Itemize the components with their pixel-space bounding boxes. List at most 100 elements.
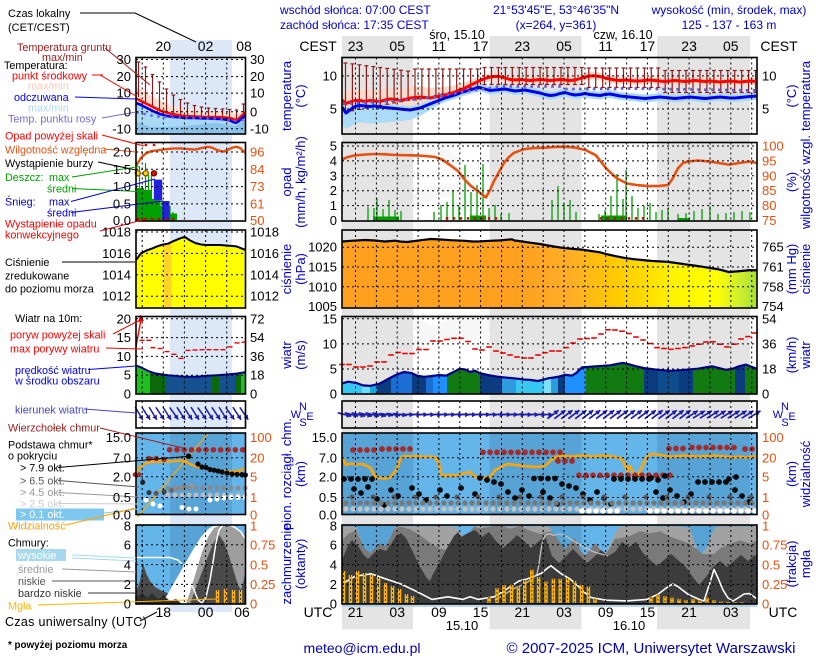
- svg-text:(°C): (°C): [784, 84, 799, 107]
- svg-text:00: 00: [198, 604, 214, 620]
- svg-text:czw, 16.10: czw, 16.10: [593, 28, 652, 42]
- svg-text:0.25: 0.25: [762, 577, 787, 592]
- svg-text:36: 36: [250, 349, 264, 364]
- svg-text:20: 20: [762, 450, 776, 465]
- svg-text:754: 754: [762, 299, 784, 314]
- svg-text:758: 758: [762, 279, 784, 294]
- svg-text:1: 1: [250, 519, 257, 534]
- svg-text:max/min: max/min: [28, 81, 69, 93]
- svg-text:wysokość (min, środek, max): wysokość (min, środek, max): [651, 3, 807, 17]
- svg-text:06: 06: [234, 604, 250, 620]
- svg-text:100: 100: [250, 430, 272, 445]
- svg-text:1018: 1018: [102, 225, 131, 240]
- svg-text:Ciśnienie: Ciśnienie: [5, 257, 49, 269]
- svg-text:(%): (%): [784, 172, 799, 192]
- svg-text:1: 1: [250, 490, 257, 505]
- svg-text:zachód słońca: 17:35 CEST: zachód słońca: 17:35 CEST: [280, 18, 429, 32]
- svg-text:opad: opad: [279, 168, 294, 197]
- svg-text:(mm/h, kg/m²/h): (mm/h, kg/m²/h): [293, 136, 308, 228]
- svg-text:Wierzchołek chmur: Wierzchołek chmur: [8, 423, 100, 435]
- svg-text:w środku obszaru: w środku obszaru: [14, 376, 100, 388]
- svg-text:1018: 1018: [250, 225, 279, 240]
- svg-text:do poziomu morza: do poziomu morza: [5, 284, 94, 296]
- svg-text:09: 09: [598, 604, 614, 620]
- svg-text:03: 03: [723, 604, 739, 620]
- svg-text:23: 23: [681, 38, 697, 54]
- svg-text:80: 80: [762, 198, 776, 213]
- svg-text:> 6.5 okt.: > 6.5 okt.: [20, 476, 65, 488]
- svg-text:17: 17: [640, 38, 656, 54]
- svg-text:pion. rozciągł. chm.: pion. rozciągł. chm.: [279, 418, 294, 530]
- svg-text:61: 61: [250, 196, 264, 211]
- svg-text:21: 21: [681, 604, 697, 620]
- svg-text:0.25: 0.25: [250, 577, 275, 592]
- svg-text:0.5: 0.5: [762, 558, 780, 573]
- svg-text:0.75: 0.75: [762, 538, 787, 553]
- svg-text:11: 11: [432, 38, 447, 54]
- svg-text:03: 03: [389, 604, 405, 620]
- svg-text:2.0: 2.0: [113, 145, 131, 160]
- svg-text:0.5: 0.5: [113, 196, 131, 211]
- svg-text:(frakcja): (frakcja): [784, 541, 799, 588]
- svg-text:0: 0: [250, 597, 257, 612]
- svg-text:23: 23: [348, 38, 364, 54]
- svg-text:02: 02: [198, 38, 214, 54]
- svg-text:0: 0: [762, 386, 769, 401]
- svg-text:0: 0: [330, 597, 337, 612]
- svg-text:Widzialność: Widzialność: [8, 521, 66, 533]
- svg-text:5: 5: [330, 362, 337, 377]
- svg-text:punkt środkowy: punkt środkowy: [12, 71, 88, 83]
- svg-text:0.0: 0.0: [113, 507, 131, 522]
- svg-text:761: 761: [762, 260, 784, 275]
- svg-text:max/min: max/min: [42, 52, 83, 64]
- svg-text:54: 54: [762, 311, 776, 326]
- svg-text:(km): (km): [784, 461, 799, 487]
- svg-text:średnie: średnie: [18, 564, 53, 576]
- svg-text:N: N: [781, 401, 789, 413]
- svg-text:1005: 1005: [308, 299, 337, 314]
- svg-text:(mm Hg): (mm Hg): [784, 244, 799, 295]
- svg-text:ciśnienie: ciśnienie: [279, 244, 294, 295]
- svg-text:0: 0: [250, 507, 257, 522]
- svg-text:125 - 137 - 163 m: 125 - 137 - 163 m: [682, 18, 777, 32]
- svg-text:średni: średni: [47, 208, 76, 220]
- svg-text:0: 0: [250, 104, 257, 119]
- svg-text:05: 05: [556, 38, 572, 54]
- svg-text:wschód słońca: 07:00 CEST: wschód słońca: 07:00 CEST: [279, 3, 431, 17]
- svg-text:temperatura: temperatura: [279, 60, 294, 131]
- svg-text:2.0: 2.0: [319, 469, 337, 484]
- svg-text:0: 0: [250, 387, 257, 402]
- svg-text:73: 73: [250, 179, 264, 194]
- svg-text:(km/h): (km/h): [784, 337, 799, 374]
- svg-text:0: 0: [124, 387, 131, 402]
- svg-text:21: 21: [515, 604, 531, 620]
- svg-text:1020: 1020: [308, 240, 337, 255]
- svg-text:Temperatura:: Temperatura:: [4, 60, 68, 72]
- svg-text:-10: -10: [250, 121, 269, 136]
- svg-text:15: 15: [473, 604, 489, 620]
- svg-text:18: 18: [762, 362, 776, 377]
- svg-text:> 0.1 okt.: > 0.1 okt.: [20, 509, 65, 521]
- svg-text:09: 09: [431, 604, 447, 620]
- svg-text:15.10: 15.10: [446, 618, 479, 633]
- svg-text:Temp. punktu rosy: Temp. punktu rosy: [8, 114, 97, 126]
- svg-text:0.5: 0.5: [250, 558, 268, 573]
- svg-text:ciśnienie: ciśnienie: [798, 244, 813, 295]
- svg-text:95: 95: [762, 153, 776, 168]
- svg-text:03: 03: [556, 604, 572, 620]
- svg-text:30: 30: [117, 52, 131, 67]
- svg-text:2: 2: [330, 577, 337, 592]
- svg-text:wilgotność wzgl.: wilgotność wzgl.: [798, 135, 813, 230]
- svg-text:UTC: UTC: [304, 604, 333, 620]
- svg-text:(m/s): (m/s): [293, 340, 308, 370]
- svg-text:W: W: [291, 409, 302, 421]
- svg-text:(x=264, y=361): (x=264, y=361): [516, 18, 597, 32]
- svg-text:54: 54: [250, 330, 264, 345]
- svg-text:18: 18: [156, 604, 172, 620]
- svg-text:(oktanty): (oktanty): [293, 539, 308, 590]
- svg-text:śro, 15.10: śro, 15.10: [429, 28, 485, 42]
- svg-text:0.0: 0.0: [113, 213, 131, 228]
- svg-text:100: 100: [762, 139, 784, 154]
- svg-text:* powyżej poziomu morza: * powyżej poziomu morza: [8, 640, 128, 651]
- svg-text:1: 1: [762, 519, 769, 534]
